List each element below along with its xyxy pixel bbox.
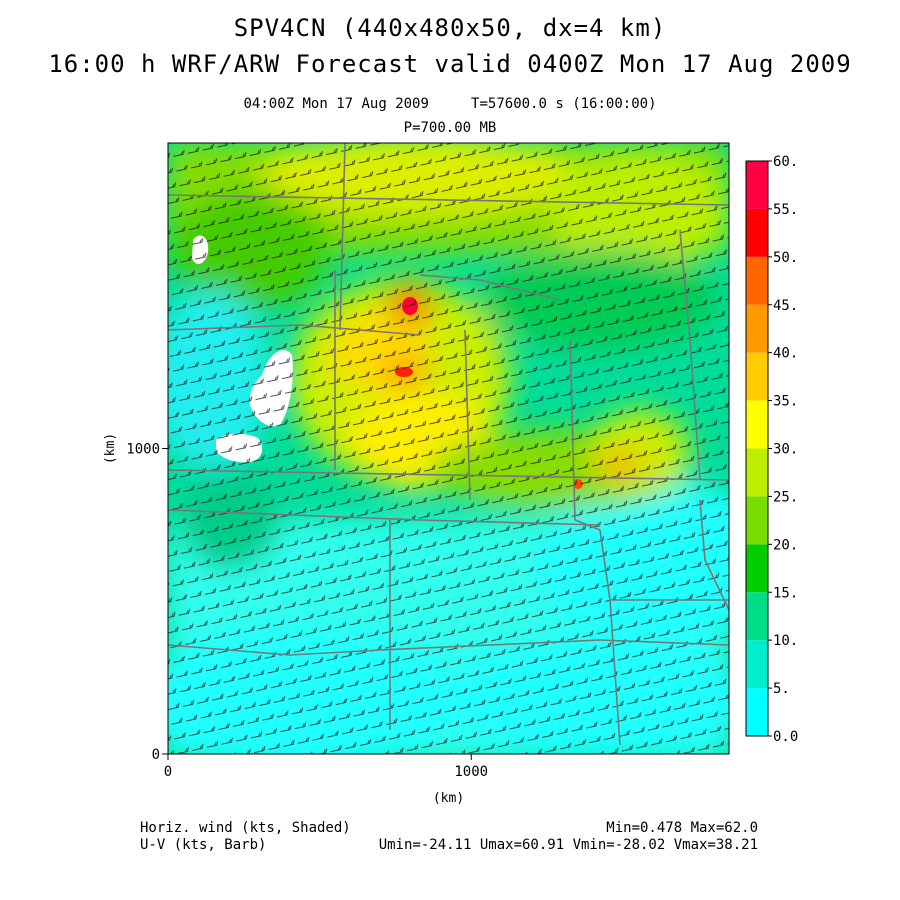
colorbar-segment: [746, 352, 768, 401]
vector-label: U-V (kts, Barb): [140, 837, 267, 853]
colorbar-segment: [746, 256, 768, 305]
chart-subtitle: 16:00 h WRF/ARW Forecast valid 0400Z Mon…: [48, 50, 852, 78]
y-tick-label: 1000: [126, 442, 160, 458]
colorbar-label: 0.0: [773, 729, 798, 745]
colorbar-label: 30.: [773, 442, 798, 458]
pressure-level-line: P=700.00 MB: [403, 120, 497, 136]
colorbar-segment: [746, 496, 768, 545]
colorbar-label: 55.: [773, 202, 798, 218]
colorbar: 0.0 5. 10. 15. 20. 25. 30. 35. 40. 45. 50. 55. 60.: [745, 154, 798, 745]
chart-title: SPV4CN (440x480x50, dx=4 km): [233, 14, 667, 42]
colorbar-segment: [746, 640, 768, 689]
colorbar-label: 5.: [773, 681, 790, 697]
colorbar-label: 35.: [773, 394, 798, 410]
colorbar-segment: [746, 208, 768, 257]
colorbar-label: 45.: [773, 298, 798, 314]
x-axis-label: (km): [433, 791, 464, 806]
colorbar-label: 60.: [773, 154, 798, 170]
colorbar-segment: [746, 448, 768, 497]
colorbar-label: 10.: [773, 633, 798, 649]
colorbar-label: 20.: [773, 537, 798, 553]
wind-speed-field: [168, 143, 729, 754]
vector-stats: Umin=-24.11 Umax=60.91 Vmin=-28.02 Vmax=…: [378, 837, 758, 853]
colorbar-label: 50.: [773, 250, 798, 266]
field-label: Horiz. wind (kts, Shaded): [140, 820, 351, 836]
colorbar-label: 25.: [773, 489, 798, 505]
x-tick-label: 1000: [454, 764, 488, 780]
colorbar-segment: [746, 592, 768, 641]
valid-time-line: 04:00Z Mon 17 Aug 2009 T=57600.0 s (16:0…: [243, 96, 657, 112]
colorbar-segment: [746, 161, 768, 209]
y-axis-label: (km): [103, 433, 118, 464]
colorbar-segment: [746, 304, 768, 353]
axes: 0 1000 0 1000 (km) (km): [103, 433, 488, 806]
colorbar-segment: [746, 400, 768, 449]
x-tick-label: 0: [164, 764, 172, 780]
colorbar-label: 40.: [773, 346, 798, 362]
colorbar-segment: [746, 544, 768, 593]
y-tick-label: 0: [152, 747, 160, 763]
colorbar-segment: [746, 688, 768, 736]
colorbar-label: 15.: [773, 585, 798, 601]
field-stats: Min=0.478 Max=62.0: [606, 820, 758, 836]
